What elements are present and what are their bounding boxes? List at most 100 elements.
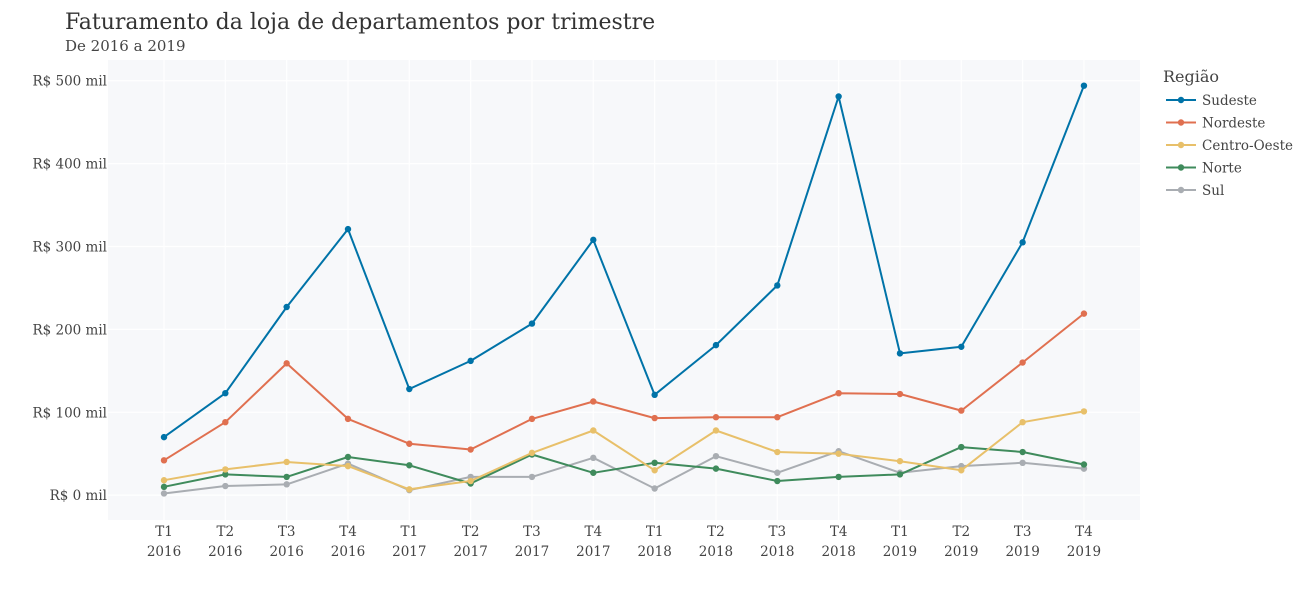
legend-item: Sudeste — [1166, 93, 1257, 109]
data-point — [344, 462, 352, 470]
data-point — [774, 282, 781, 289]
data-point — [896, 471, 904, 478]
data-point — [590, 398, 597, 405]
data-point — [958, 467, 965, 474]
x-tick-label-year: 2019 — [1067, 544, 1101, 560]
data-point — [160, 457, 168, 464]
data-point — [896, 350, 904, 357]
data-point — [467, 446, 474, 453]
data-point — [222, 389, 229, 397]
data-point — [406, 486, 413, 493]
data-point — [1019, 239, 1026, 246]
data-point — [222, 418, 229, 426]
data-point — [160, 433, 168, 441]
legend-swatch-marker — [1177, 164, 1185, 171]
y-tick-label: R$ 300 mil — [32, 239, 107, 255]
data-point — [896, 457, 904, 465]
data-point — [406, 462, 413, 469]
series-line — [163, 312, 1085, 462]
x-tick-label-quarter: T3 — [1014, 524, 1032, 540]
series-sul — [160, 448, 1088, 497]
data-point — [160, 483, 168, 491]
data-point — [1019, 359, 1026, 366]
x-tick-label-year: 2016 — [208, 544, 242, 560]
data-point — [651, 485, 658, 492]
data-point — [160, 490, 168, 497]
data-point — [1019, 459, 1026, 467]
y-tick-label: R$ 500 mil — [32, 74, 107, 90]
data-point — [283, 473, 290, 481]
legend-swatch-marker — [1177, 141, 1185, 149]
y-tick-label: R$ 0 mil — [50, 488, 107, 504]
data-point — [774, 469, 781, 476]
x-tick-label-quarter: T1 — [646, 524, 664, 540]
chart-title: Faturamento da loja de departamentos por… — [65, 10, 655, 35]
data-point — [283, 481, 290, 488]
data-point — [406, 385, 413, 393]
series-line — [163, 410, 1085, 491]
x-axis: T1 2016 T2 2016 T3 2016 T4 2016 T1 2017 T2 2017 T3 20… — [147, 524, 1101, 560]
series-sudeste — [160, 82, 1088, 441]
data-point — [528, 449, 536, 457]
legend-item: Norte — [1166, 161, 1242, 177]
x-tick-label-year: 2018 — [760, 544, 794, 560]
data-point — [467, 477, 474, 485]
legend-swatch-marker — [1177, 96, 1185, 104]
x-tick-label-year: 2016 — [147, 544, 181, 560]
x-tick-label-year: 2016 — [269, 544, 303, 560]
x-tick-label-quarter: T1 — [155, 524, 173, 540]
data-point — [958, 343, 965, 350]
y-tick-label: R$ 200 mil — [32, 322, 107, 338]
data-point — [283, 303, 290, 311]
legend-swatch-marker — [1177, 119, 1185, 126]
x-tick-label-quarter: T2 — [217, 524, 235, 540]
legend-label: Norte — [1202, 161, 1242, 177]
data-point — [712, 427, 720, 434]
x-tick-label-quarter: T1 — [891, 524, 909, 540]
data-point — [774, 414, 781, 421]
legend-item: Centro-Oeste — [1166, 138, 1293, 154]
data-point — [344, 415, 352, 423]
y-axis: R$ 0 mil R$ 100 mil R$ 200 mil R$ 300 mil R$… — [32, 74, 107, 504]
data-point — [835, 450, 842, 457]
data-point — [222, 482, 229, 490]
data-point — [835, 473, 842, 481]
series-lines — [160, 82, 1088, 497]
legend-label: Nordeste — [1202, 116, 1265, 132]
x-tick-label-year: 2016 — [331, 544, 365, 560]
data-point — [1019, 448, 1026, 456]
data-point — [835, 93, 842, 100]
legend: Região Sudeste Nordeste Centro-Oeste Norte S… — [1163, 67, 1293, 199]
legend-label: Sudeste — [1202, 93, 1257, 109]
data-point — [712, 341, 720, 349]
series-line — [163, 85, 1085, 438]
data-point — [651, 414, 658, 422]
x-tick-label-quarter: T4 — [585, 524, 603, 540]
x-tick-label-quarter: T3 — [278, 524, 296, 540]
data-point — [835, 389, 842, 397]
data-point — [590, 236, 597, 244]
data-point — [344, 453, 352, 461]
data-point — [774, 448, 781, 456]
data-point — [467, 357, 474, 365]
data-point — [896, 390, 904, 398]
data-point — [1080, 82, 1088, 89]
data-point — [1080, 461, 1088, 468]
data-point — [222, 466, 229, 473]
x-tick-label-quarter: T2 — [707, 524, 725, 540]
data-point — [590, 427, 597, 434]
x-tick-label-year: 2017 — [453, 544, 487, 560]
x-tick-label-year: 2017 — [392, 544, 426, 560]
data-point — [1019, 418, 1026, 426]
x-tick-label-quarter: T1 — [401, 524, 419, 540]
y-tick-label: R$ 100 mil — [32, 405, 107, 421]
x-tick-label-quarter: T4 — [830, 524, 848, 540]
x-tick-label-year: 2018 — [821, 544, 855, 560]
x-tick-label-year: 2017 — [515, 544, 549, 560]
data-point — [958, 443, 965, 451]
data-point — [712, 414, 720, 421]
data-point — [528, 473, 536, 481]
data-point — [651, 391, 658, 399]
data-point — [344, 225, 352, 233]
